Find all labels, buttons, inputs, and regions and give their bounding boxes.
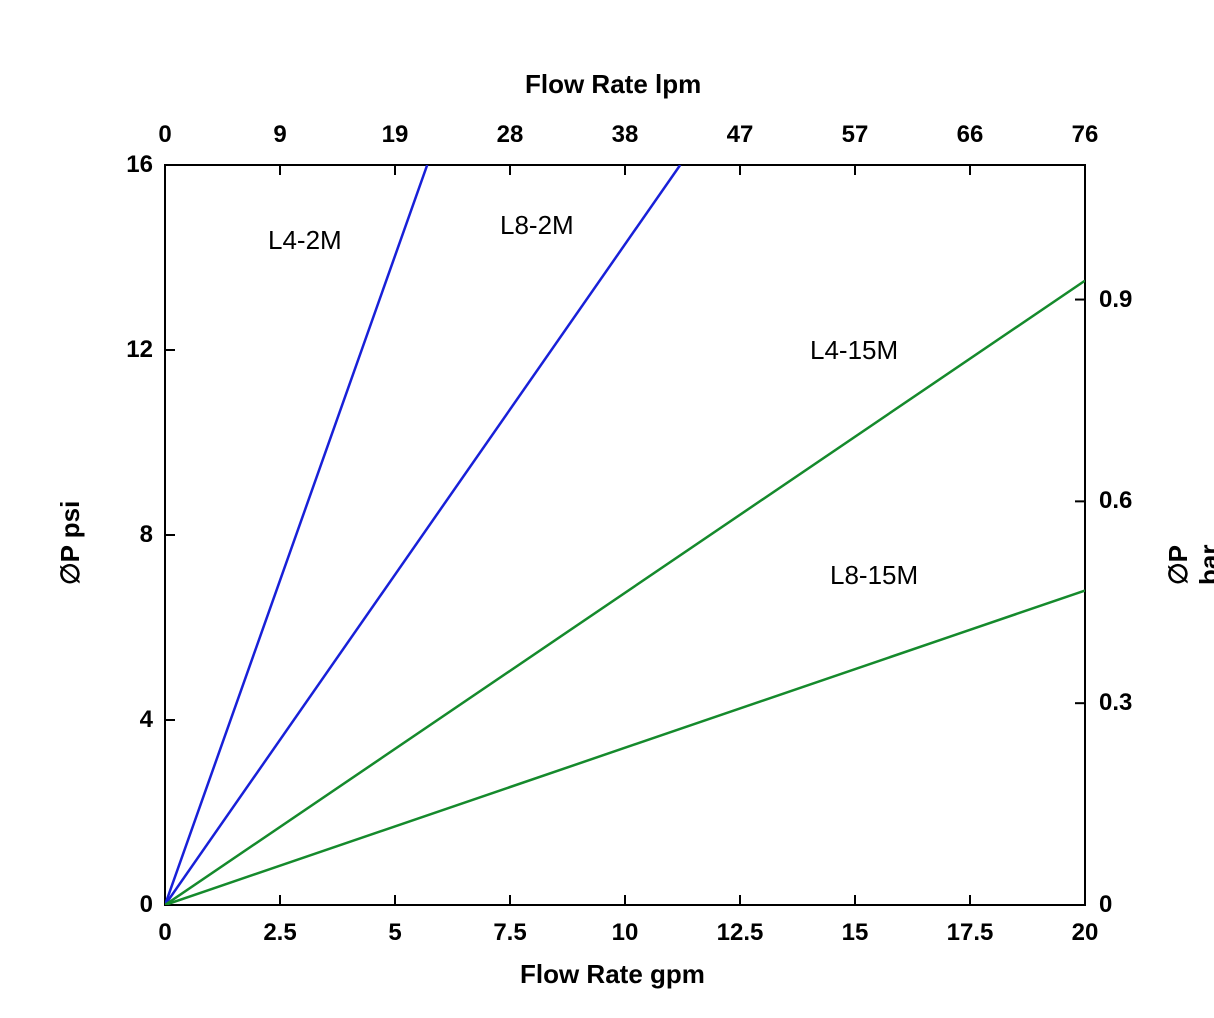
x-top-tick-label: 9 — [240, 121, 320, 149]
x-top-tick-label: 28 — [470, 121, 550, 149]
y-right-tick-label: 0.3 — [1099, 689, 1159, 717]
x-bottom-tick-label: 15 — [815, 919, 895, 947]
y-right-tick-label: 0.6 — [1099, 487, 1159, 515]
x-bottom-tick-label: 12.5 — [700, 919, 780, 947]
y-right-tick-label: 0.9 — [1099, 286, 1159, 314]
x-top-tick-label: 47 — [700, 121, 780, 149]
x-bottom-tick-label: 20 — [1045, 919, 1125, 947]
pressure-flow-chart: Flow Rate lpm Flow Rate gpm ∅P psi ∅P ba… — [0, 0, 1214, 1018]
y-left-tick-label: 12 — [93, 336, 153, 364]
y-right-tick-label: 0 — [1099, 891, 1159, 919]
y-left-axis-title: ∅P psi — [55, 501, 86, 585]
x-top-tick-label: 66 — [930, 121, 1010, 149]
y-left-tick-label: 16 — [93, 151, 153, 179]
x-top-tick-label: 57 — [815, 121, 895, 149]
x-top-tick-label: 76 — [1045, 121, 1125, 149]
chart-svg — [0, 0, 1214, 1018]
x-bottom-tick-label: 17.5 — [930, 919, 1010, 947]
y-right-axis-title: ∅P bar — [1163, 534, 1214, 585]
x-top-tick-label: 0 — [125, 121, 205, 149]
x-bottom-tick-label: 7.5 — [470, 919, 550, 947]
x-top-tick-label: 38 — [585, 121, 665, 149]
series-label: L4-2M — [268, 225, 342, 256]
y-left-tick-label: 4 — [93, 706, 153, 734]
y-left-tick-label: 0 — [93, 891, 153, 919]
x-top-axis-title: Flow Rate lpm — [525, 69, 701, 100]
series-label: L8-2M — [500, 210, 574, 241]
x-bottom-tick-label: 5 — [355, 919, 435, 947]
x-bottom-axis-title: Flow Rate gpm — [520, 959, 705, 990]
series-label: L8-15M — [830, 560, 918, 591]
y-left-tick-label: 8 — [93, 521, 153, 549]
series-label: L4-15M — [810, 335, 898, 366]
x-bottom-tick-label: 0 — [125, 919, 205, 947]
x-bottom-tick-label: 2.5 — [240, 919, 320, 947]
x-bottom-tick-label: 10 — [585, 919, 665, 947]
x-top-tick-label: 19 — [355, 121, 435, 149]
